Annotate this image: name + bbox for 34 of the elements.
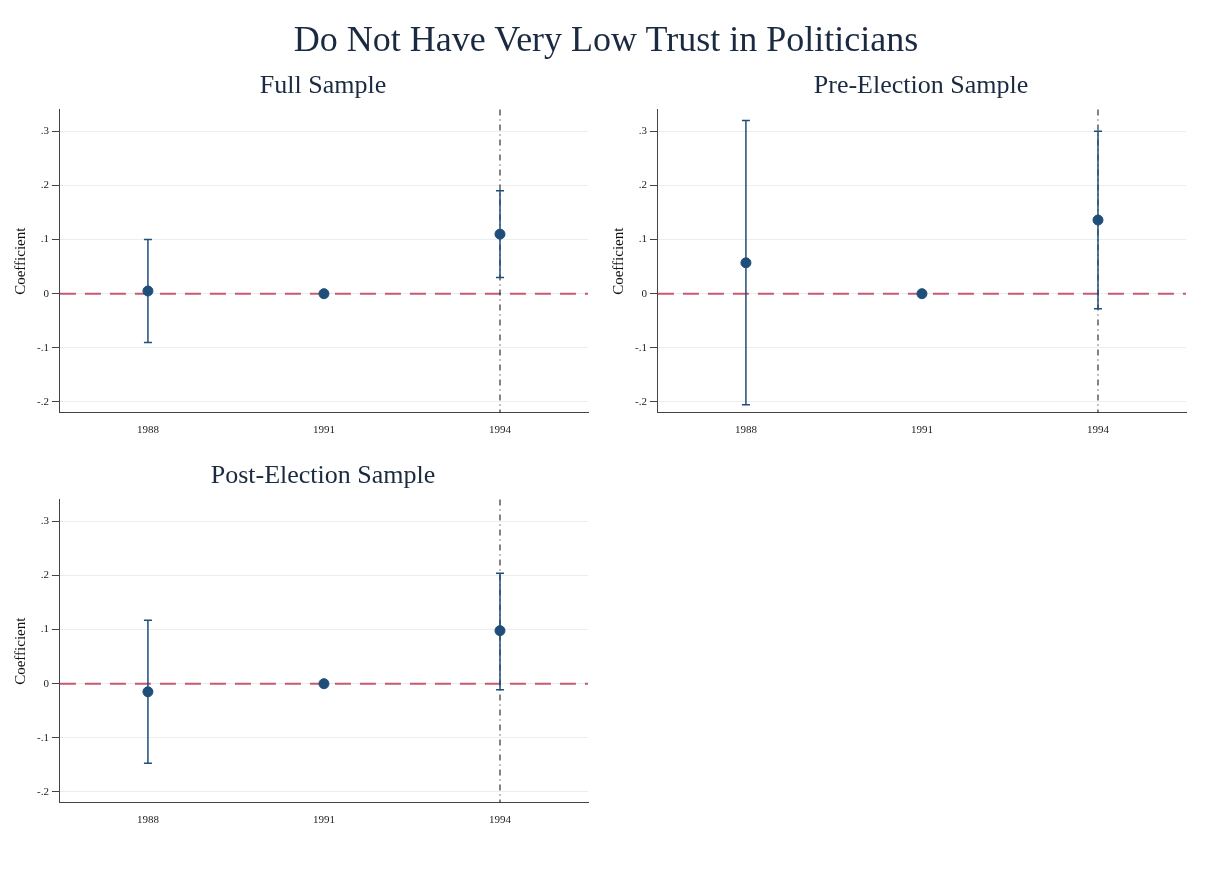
y-axis-title: Coefficient bbox=[11, 226, 28, 295]
y-tick-label: .1 bbox=[638, 232, 647, 245]
x-tick-label: 1988 bbox=[136, 423, 160, 436]
x-tick-label: 1988 bbox=[734, 423, 758, 436]
y-tick-label: .1 bbox=[40, 622, 49, 635]
y-tick-label: -.1 bbox=[634, 340, 647, 353]
y-axis-title: Coefficient bbox=[609, 226, 626, 295]
x-tick-label: 1994 bbox=[488, 813, 512, 826]
x-tick-label: 1994 bbox=[1086, 423, 1110, 436]
y-tick-label: .3 bbox=[40, 124, 50, 137]
y-tick-label: 0 bbox=[43, 676, 50, 689]
y-tick-label: .2 bbox=[40, 178, 49, 191]
y-tick-label: 0 bbox=[641, 286, 648, 299]
y-tick-label: -.2 bbox=[634, 394, 647, 407]
x-tick-label: 1988 bbox=[136, 813, 160, 826]
chart-subtitle: Post-Election Sample bbox=[209, 460, 437, 490]
x-tick-label: 1991 bbox=[910, 423, 933, 436]
x-tick-label: 1991 bbox=[312, 423, 335, 436]
chart-title: Do Not Have Very Low Trust in Politicians bbox=[292, 18, 920, 60]
y-axis-title: Coefficient bbox=[11, 616, 28, 685]
x-tick-label: 1994 bbox=[488, 423, 512, 436]
y-tick-label: .3 bbox=[638, 124, 648, 137]
chart-subtitle: Full Sample bbox=[258, 70, 388, 100]
chart-subtitle: Pre-Election Sample bbox=[812, 70, 1030, 100]
y-tick-label: -.1 bbox=[36, 730, 49, 743]
y-tick-label: .2 bbox=[638, 178, 647, 191]
x-tick-label: 1991 bbox=[312, 813, 335, 826]
y-tick-label: -.1 bbox=[36, 340, 49, 353]
y-tick-label: 0 bbox=[43, 286, 50, 299]
y-tick-label: .2 bbox=[40, 568, 49, 581]
y-tick-label: .3 bbox=[40, 514, 50, 527]
y-tick-label: .1 bbox=[40, 232, 49, 245]
y-tick-label: -.2 bbox=[36, 784, 49, 797]
y-tick-label: -.2 bbox=[36, 394, 49, 407]
